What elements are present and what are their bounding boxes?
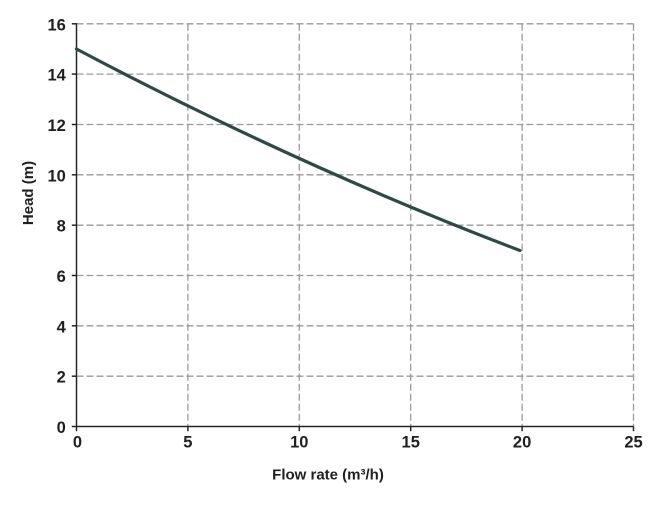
svg-text:12: 12 [47,117,65,135]
svg-text:16: 16 [47,16,65,34]
svg-text:10: 10 [290,434,308,452]
svg-text:8: 8 [57,218,66,236]
svg-text:0: 0 [73,434,82,452]
svg-text:14: 14 [47,67,66,85]
svg-text:4: 4 [57,318,67,336]
svg-text:15: 15 [402,434,420,452]
svg-text:20: 20 [513,434,531,452]
svg-text:2: 2 [57,369,66,387]
svg-text:6: 6 [57,268,66,286]
svg-text:0: 0 [57,419,66,437]
svg-text:Flow rate (m³/h): Flow rate (m³/h) [272,467,384,484]
svg-text:10: 10 [47,167,65,185]
svg-text:Head (m): Head (m) [20,161,37,225]
svg-text:5: 5 [183,434,192,452]
svg-text:25: 25 [624,434,642,452]
